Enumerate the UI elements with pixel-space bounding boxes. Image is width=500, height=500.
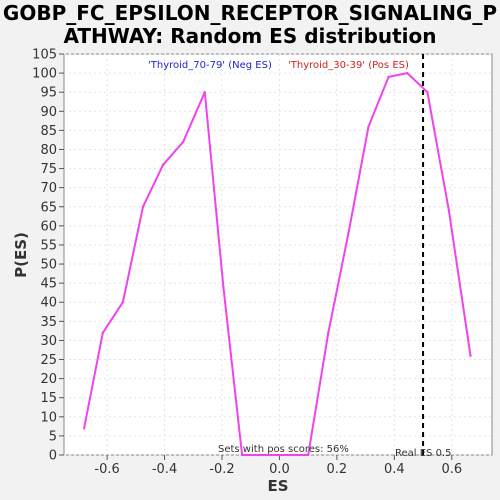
x-tick-label: 0.6 <box>441 462 462 477</box>
y-tick-label: 90 <box>40 105 57 120</box>
data-point <box>101 331 104 334</box>
y-tick-label: 55 <box>40 238 57 253</box>
data-point <box>387 75 390 79</box>
legend-neg-label: 'Thyroid_70-79' (Neg ES) <box>148 60 272 71</box>
y-tick-label: 70 <box>40 181 57 196</box>
x-tick-label: 0.0 <box>269 462 290 477</box>
chart-title-line2: ATHWAY: Random ES distribution <box>63 24 436 48</box>
data-point <box>240 453 244 457</box>
data-point <box>121 301 125 304</box>
grid-lines <box>64 53 492 456</box>
chart-title-line1: GOBP_FC_EPSILON_RECEPTOR_SIGNALING_P <box>3 1 497 25</box>
x-axis-label: ES <box>267 477 288 495</box>
y-tick-label: 50 <box>40 258 57 273</box>
y-tick-label: 10 <box>40 410 57 425</box>
data-point <box>447 209 451 212</box>
x-tick-label: 0.2 <box>327 462 348 477</box>
y-tick-label: 25 <box>40 353 57 368</box>
x-axis-ticks: -0.6 -0.4 -0.2 0.0 0.2 0.4 0.6 <box>94 455 462 477</box>
real-es-label: Real ES 0.5 <box>395 448 451 459</box>
plot-area <box>63 53 493 456</box>
x-tick-label: -0.2 <box>209 462 234 477</box>
data-point <box>367 125 370 128</box>
data-point <box>406 71 409 75</box>
y-tick-label: 45 <box>40 277 57 292</box>
series-group <box>82 71 472 457</box>
x-tick-label: 0.4 <box>384 462 405 477</box>
y-tick-label: 35 <box>40 315 57 330</box>
y-tick-label: 80 <box>40 143 57 158</box>
x-tick-label: -0.4 <box>152 462 177 477</box>
y-tick-label: 100 <box>32 67 57 82</box>
y-tick-label: 105 <box>32 48 57 63</box>
y-tick-label: 40 <box>40 296 57 311</box>
pos-scores-annotation: Sets with pos scores: 56% <box>218 444 349 455</box>
legend-pos-label: 'Thyroid_30-39' (Pos ES) <box>288 60 409 71</box>
y-tick-label: 95 <box>40 86 57 101</box>
y-tick-label: 85 <box>40 124 57 139</box>
data-point <box>306 453 310 457</box>
data-point <box>278 453 281 457</box>
y-tick-label: 30 <box>40 334 57 349</box>
y-tick-label: 75 <box>40 162 57 177</box>
data-point <box>469 354 472 357</box>
data-point <box>292 453 295 457</box>
y-tick-label: 5 <box>49 429 57 444</box>
y-tick-label: 15 <box>40 391 57 406</box>
data-point <box>82 427 86 430</box>
x-tick-label: -0.6 <box>94 462 119 477</box>
data-point <box>426 90 429 94</box>
y-tick-label: 0 <box>49 449 57 464</box>
data-point <box>182 140 185 144</box>
data-point <box>141 205 145 208</box>
y-tick-label: 20 <box>40 372 57 387</box>
data-point <box>222 285 225 289</box>
y-axis-ticks: 0 5 10 15 20 25 30 35 40 45 50 55 60 65 70 75 80 85 90 95 10… <box>32 48 64 464</box>
data-point <box>203 90 206 94</box>
y-tick-label: 60 <box>40 219 57 234</box>
data-point <box>259 453 262 457</box>
data-point <box>347 232 350 235</box>
y-axis-label: P(ES) <box>12 232 30 278</box>
data-point <box>161 163 165 166</box>
data-point <box>327 331 330 334</box>
y-tick-label: 65 <box>40 200 57 215</box>
